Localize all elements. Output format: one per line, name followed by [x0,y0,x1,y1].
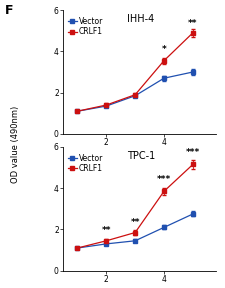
Text: TPC-1: TPC-1 [127,151,155,161]
Text: **: ** [101,226,111,235]
Text: IHH-4: IHH-4 [127,14,155,24]
Text: ***: *** [186,148,200,157]
Text: ***: *** [157,175,171,184]
Legend: Vector, CRLF1: Vector, CRLF1 [67,153,104,174]
Text: F: F [4,4,13,17]
Text: **: ** [130,218,140,228]
Text: **: ** [188,19,198,28]
Text: OD value (490nm): OD value (490nm) [11,105,20,183]
Text: *: * [162,46,166,54]
Legend: Vector, CRLF1: Vector, CRLF1 [67,16,104,37]
